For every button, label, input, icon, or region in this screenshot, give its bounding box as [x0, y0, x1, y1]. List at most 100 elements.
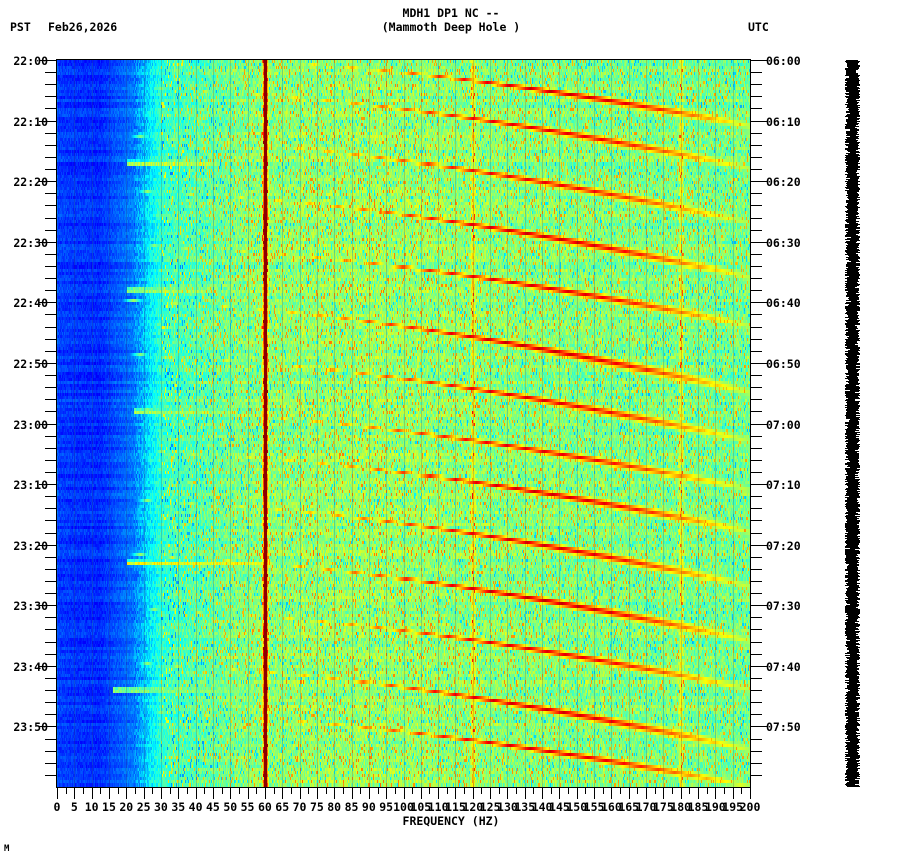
time-tick-minor: [45, 678, 56, 679]
freq-tick-major: [507, 788, 508, 799]
freq-tick-minor: [516, 788, 517, 794]
time-tick-minor: [45, 278, 56, 279]
freq-tick-minor: [689, 788, 690, 794]
freq-tick-minor: [187, 788, 188, 794]
freq-tick-minor: [741, 788, 742, 794]
time-label-utc: 07:30: [766, 599, 801, 613]
freq-tick-minor: [620, 788, 621, 794]
freq-tick-minor: [170, 788, 171, 794]
time-tick-major: [39, 242, 56, 243]
freq-tick-major: [369, 788, 370, 799]
freq-tick-minor: [412, 788, 413, 794]
time-tick-major: [751, 121, 768, 122]
time-label-utc: 06:50: [766, 357, 801, 371]
corner-mark: M: [4, 844, 10, 854]
time-tick-minor: [45, 399, 56, 400]
time-label-pst: 22:40: [13, 296, 48, 310]
freq-tick-minor: [66, 788, 67, 794]
freq-tick-minor: [672, 788, 673, 794]
freq-tick-major: [594, 788, 595, 799]
time-tick-minor: [45, 629, 56, 630]
freq-tick-label: 65: [275, 800, 290, 814]
time-tick-minor: [751, 230, 762, 231]
time-tick-minor: [751, 593, 762, 594]
time-tick-minor: [751, 157, 762, 158]
time-tick-minor: [45, 763, 56, 764]
time-label-pst: 23:40: [13, 660, 48, 674]
freq-tick-label: 85: [344, 800, 359, 814]
time-tick-minor: [45, 581, 56, 582]
freq-tick-major: [92, 788, 93, 799]
time-tick-major: [751, 424, 768, 425]
time-tick-minor: [45, 690, 56, 691]
time-tick-minor: [751, 472, 762, 473]
time-tick-major: [751, 363, 768, 364]
time-tick-minor: [751, 460, 762, 461]
freq-tick-minor: [343, 788, 344, 794]
freq-tick-major: [750, 788, 751, 799]
time-label-utc: 07:20: [766, 539, 801, 553]
time-tick-major: [751, 242, 768, 243]
time-tick-major: [39, 726, 56, 727]
time-label-utc: 07:50: [766, 720, 801, 734]
time-tick-major: [39, 545, 56, 546]
time-label-pst: 22:20: [13, 175, 48, 189]
freq-tick-label: 70: [292, 800, 307, 814]
time-tick-minor: [751, 775, 762, 776]
freq-tick-major: [438, 788, 439, 799]
freq-tick-minor: [481, 788, 482, 794]
time-tick-minor: [751, 557, 762, 558]
freq-tick-major: [126, 788, 127, 799]
time-label-utc: 07:40: [766, 660, 801, 674]
spectrogram-canvas[interactable]: [57, 60, 750, 787]
time-tick-minor: [751, 702, 762, 703]
freq-tick-major: [334, 788, 335, 799]
freq-tick-minor: [326, 788, 327, 794]
freq-tick-label: 95: [379, 800, 394, 814]
time-label-utc: 06:20: [766, 175, 801, 189]
freq-tick-major: [455, 788, 456, 799]
time-tick-minor: [751, 642, 762, 643]
freq-tick-major: [611, 788, 612, 799]
time-tick-minor: [45, 520, 56, 521]
time-tick-minor: [751, 581, 762, 582]
time-tick-minor: [751, 205, 762, 206]
freq-tick-major: [265, 788, 266, 799]
time-tick-minor: [45, 327, 56, 328]
freq-tick-minor: [724, 788, 725, 794]
freq-tick-minor: [429, 788, 430, 794]
freq-tick-label: 175: [652, 800, 674, 814]
time-label-utc: 06:30: [766, 236, 801, 250]
time-tick-major: [39, 60, 56, 61]
time-tick-major: [751, 545, 768, 546]
time-tick-minor: [751, 339, 762, 340]
freq-tick-major: [230, 788, 231, 799]
time-tick-minor: [751, 569, 762, 570]
freq-tick-minor: [637, 788, 638, 794]
time-tick-minor: [45, 654, 56, 655]
freq-tick-major: [213, 788, 214, 799]
freq-tick-label: 100: [393, 800, 414, 814]
station-name-title: (Mammoth Deep Hole ): [381, 20, 521, 34]
freq-tick-major: [57, 788, 58, 799]
freq-tick-minor: [118, 788, 119, 794]
freq-tick-major: [178, 788, 179, 799]
freq-tick-major: [473, 788, 474, 799]
time-tick-minor: [45, 642, 56, 643]
time-tick-minor: [45, 569, 56, 570]
time-tick-minor: [45, 254, 56, 255]
freq-tick-minor: [291, 788, 292, 794]
freq-tick-label: 90: [361, 800, 376, 814]
time-tick-minor: [751, 436, 762, 437]
freq-tick-minor: [447, 788, 448, 794]
freq-tick-minor: [274, 788, 275, 794]
freq-tick-minor: [256, 788, 257, 794]
freq-tick-label: 50: [223, 800, 238, 814]
freq-tick-minor: [100, 788, 101, 794]
freq-tick-minor: [239, 788, 240, 794]
time-tick-minor: [751, 108, 762, 109]
time-tick-minor: [751, 290, 762, 291]
time-label-utc: 07:10: [766, 478, 801, 492]
spectrogram-plot[interactable]: [57, 60, 750, 787]
time-tick-minor: [45, 387, 56, 388]
